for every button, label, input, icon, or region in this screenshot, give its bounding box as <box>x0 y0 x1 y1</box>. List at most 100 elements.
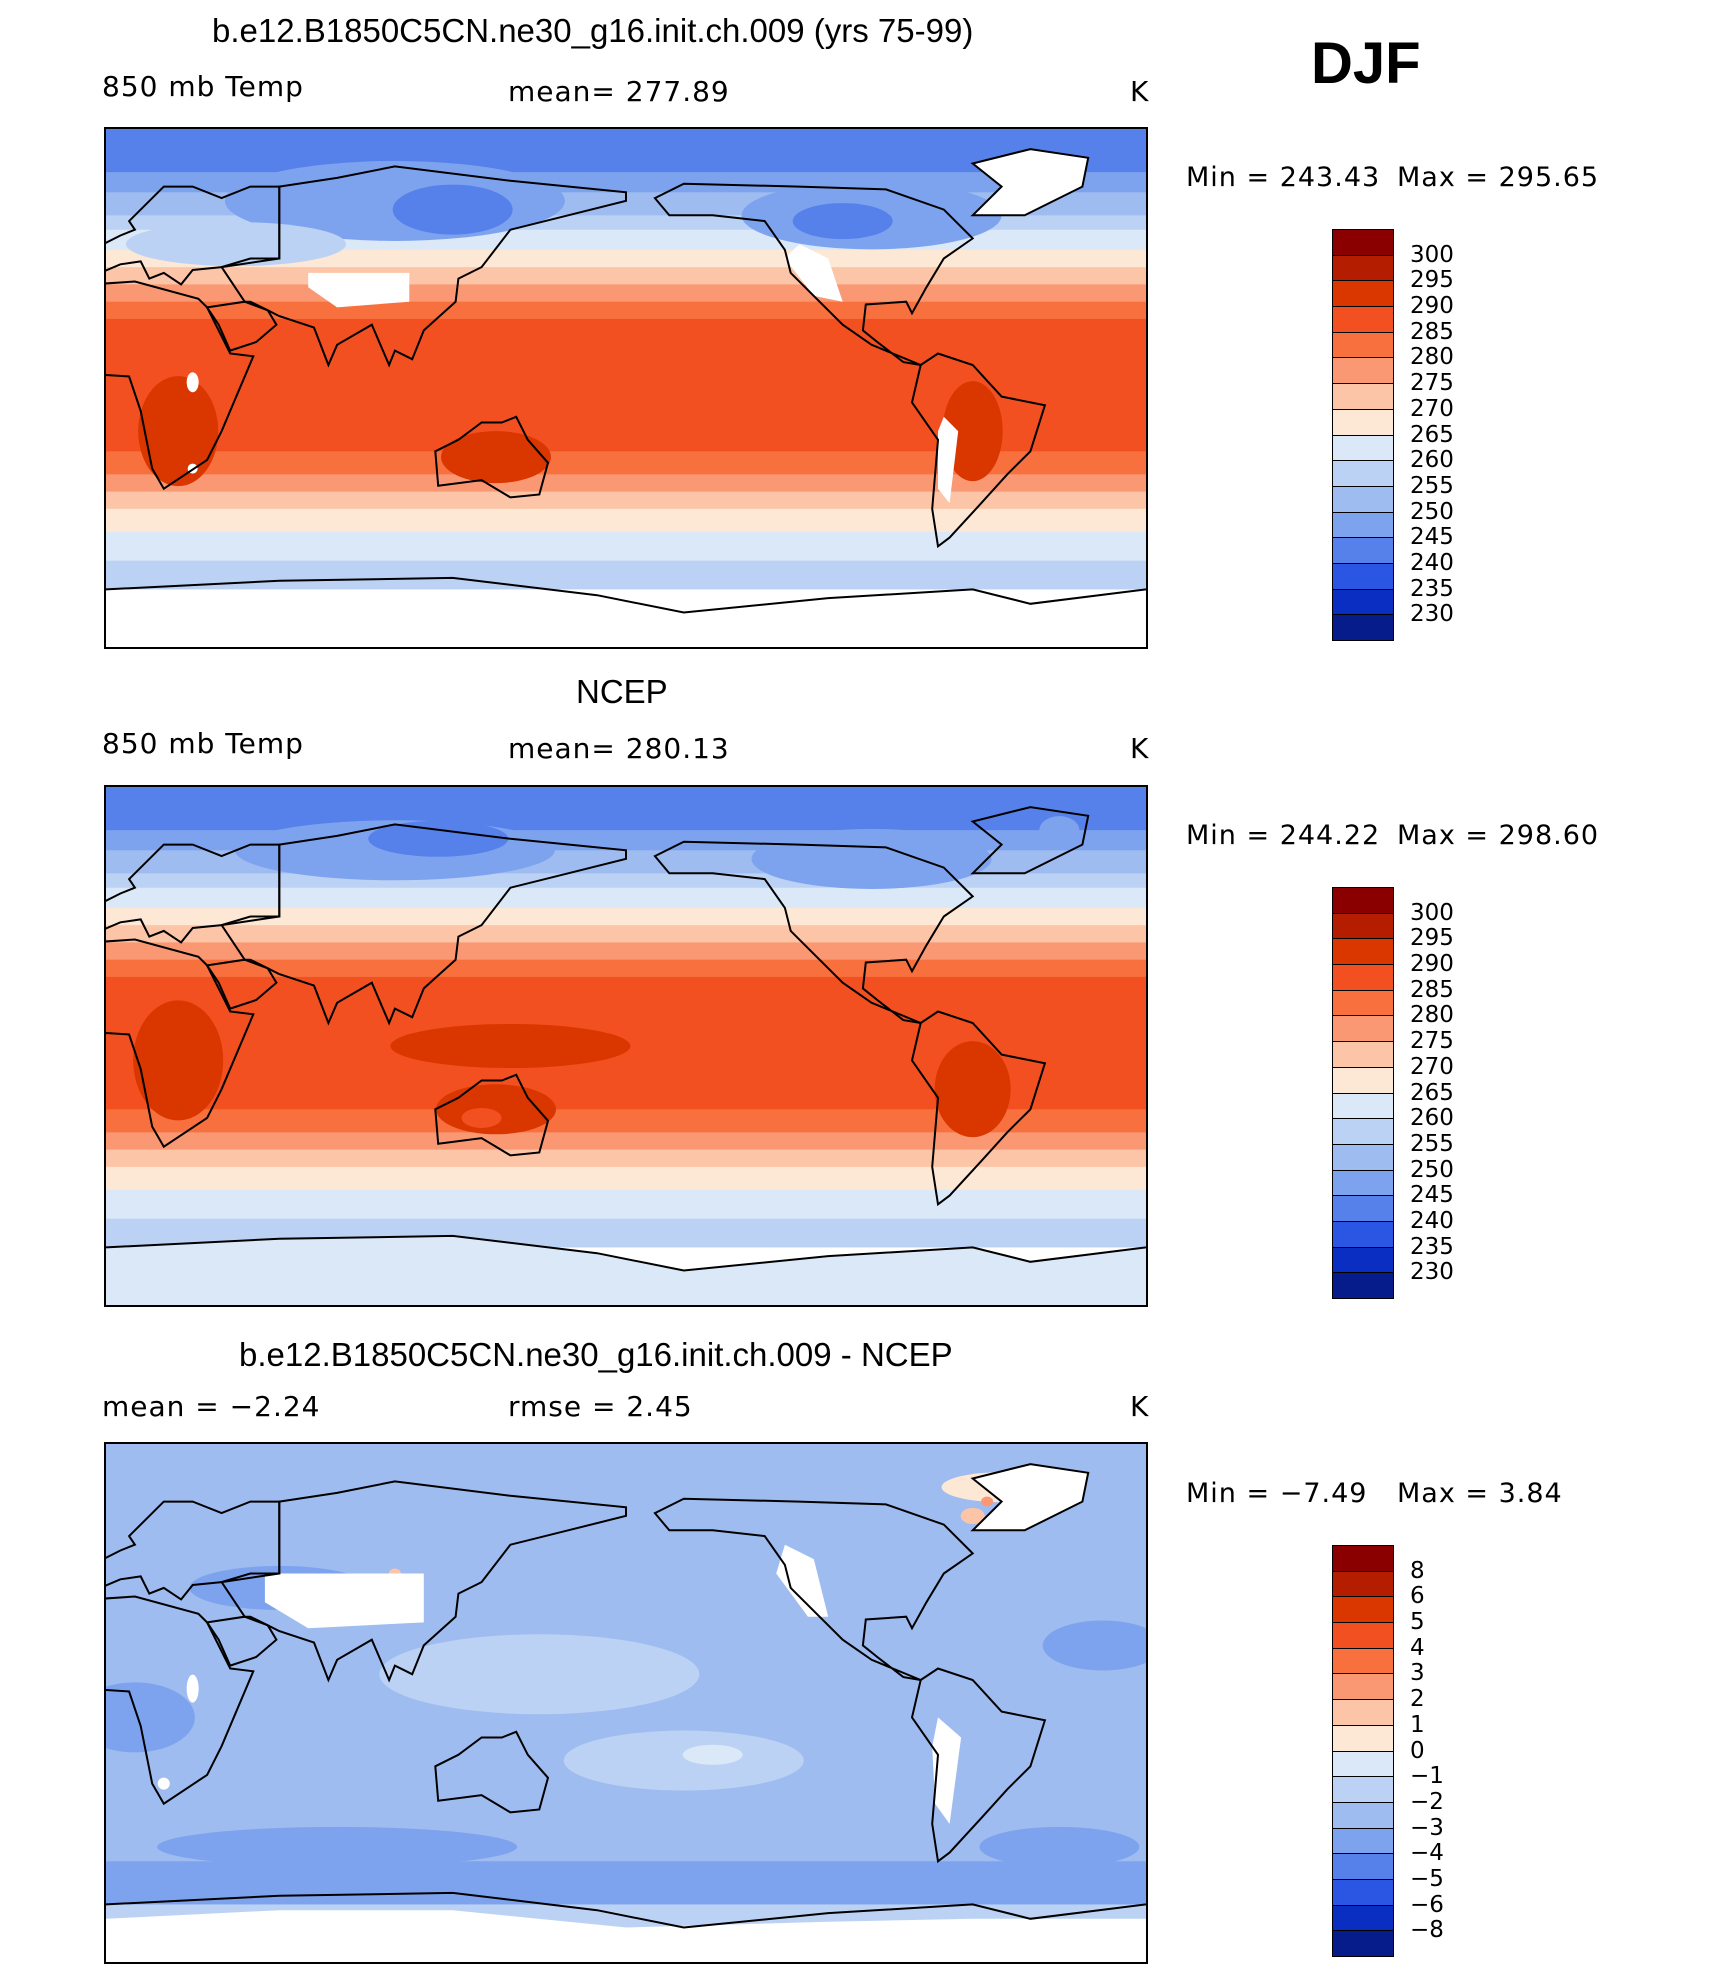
contour-region <box>368 820 509 857</box>
contour-region <box>563 1730 804 1791</box>
contour-band <box>106 887 1146 909</box>
coastline-arabia <box>205 1615 278 1667</box>
panel1-mean-label: mean= 277.89 <box>508 75 730 108</box>
masked-region <box>932 1717 962 1824</box>
coastline-samerica <box>910 352 1047 549</box>
contour-region <box>106 1682 195 1753</box>
colorbar-tick-label: 265 <box>1410 1079 1454 1106</box>
colorbar-swatch <box>1332 964 1394 991</box>
coastline-africa <box>106 1595 255 1806</box>
coastline-greenland <box>970 806 1090 875</box>
colorbar-tick-label: 280 <box>1410 1002 1454 1029</box>
panel3-units: K <box>1130 1390 1150 1423</box>
masked-region <box>157 1777 170 1790</box>
colorbar-swatch <box>1332 1596 1394 1624</box>
colorbar-swatch <box>1332 357 1394 385</box>
colorbar-tick-label: 235 <box>1410 575 1454 602</box>
colorbar-swatch <box>1332 1220 1394 1248</box>
panel2-left-label: 850 mb Temp <box>102 727 304 760</box>
coastline-antarctica <box>106 1234 1146 1272</box>
colorbar-swatch <box>1332 1570 1394 1598</box>
colorbar-tick-label: 1 <box>1410 1711 1425 1738</box>
panel2-title: NCEP <box>576 673 668 710</box>
coastline-antarctica <box>106 1891 1146 1929</box>
masked-region <box>106 1910 1146 1962</box>
colorbar-tick-label: 275 <box>1410 1028 1454 1055</box>
colorbar-swatch <box>1332 1699 1394 1726</box>
colorbar-tick-label: 270 <box>1410 395 1454 422</box>
colorbar-tick-label: 230 <box>1410 1259 1454 1286</box>
colorbar-tick-label: 8 <box>1410 1557 1425 1584</box>
panel3-max: Max = 3.84 <box>1397 1478 1563 1509</box>
panel1-left-label: 850 mb Temp <box>102 70 304 103</box>
contour-region <box>138 376 219 487</box>
contour-region <box>157 1826 518 1867</box>
coastline-samerica <box>910 1010 1047 1207</box>
panel2-units: K <box>1130 732 1150 765</box>
panel3-rmse-label: rmse = 2.45 <box>508 1390 693 1423</box>
colorbar-swatch <box>1332 306 1394 333</box>
contour-band <box>106 873 1146 889</box>
coastline-namerica <box>653 840 975 1024</box>
panel1-map <box>104 127 1148 649</box>
contour-region <box>461 1107 502 1128</box>
colorbar-swatch <box>1332 254 1394 282</box>
colorbar-swatch <box>1332 588 1394 616</box>
colorbar-swatch <box>1332 1066 1394 1094</box>
coastline-australia <box>434 1073 550 1157</box>
colorbar-swatch <box>1332 1015 1394 1043</box>
colorbar-swatch <box>1332 1750 1394 1778</box>
colorbar-swatch <box>1332 562 1394 590</box>
colorbar-swatch <box>1332 1827 1394 1855</box>
colorbar-swatch <box>1332 383 1394 410</box>
colorbar-swatch <box>1332 229 1394 256</box>
colorbar-tick-label: 250 <box>1410 498 1454 525</box>
contour-band <box>106 959 1146 978</box>
colorbar-tick-label: −4 <box>1410 1840 1444 1867</box>
colorbar-tick-label: 240 <box>1410 1207 1454 1234</box>
colorbar-tick-label: 3 <box>1410 1660 1425 1687</box>
masked-region <box>776 1544 829 1617</box>
masked-region <box>264 1573 424 1629</box>
contour-band <box>106 1189 1146 1220</box>
colorbar-tick-label: 275 <box>1410 370 1454 397</box>
season-label: DJF <box>1311 31 1421 96</box>
colorbar-tick-label: 260 <box>1410 447 1454 474</box>
contour-region <box>682 1744 743 1765</box>
colorbar-swatch <box>1332 887 1394 914</box>
panel3-title: b.e12.B1850C5CN.ne30_g16.init.ch.009 - N… <box>239 1336 953 1373</box>
colorbar-swatch <box>1332 331 1394 359</box>
contour-band <box>106 301 1146 320</box>
contour-region <box>1042 1620 1146 1671</box>
contour-band <box>106 560 1146 591</box>
panel1-colorbar: 300 295 290 285 280 275 270 265 260 255 250 245 240 2… <box>1332 229 1454 641</box>
colorbar-swatch <box>1332 1169 1394 1197</box>
contour-region <box>942 381 1003 482</box>
colorbar-tick-label: −2 <box>1410 1788 1444 1815</box>
panel3-map <box>104 1442 1148 1964</box>
masked-region <box>938 416 959 504</box>
colorbar-swatch <box>1332 1904 1394 1932</box>
colorbar-swatch <box>1332 1545 1394 1572</box>
contour-band <box>106 267 1146 286</box>
contour-region <box>133 1000 224 1121</box>
colorbar-swatch <box>1332 1776 1394 1803</box>
contour-region <box>748 1668 909 1709</box>
colorbar-tick-label: 290 <box>1410 293 1454 320</box>
colorbar-swatch <box>1332 1246 1394 1274</box>
coastline-africa <box>106 280 255 491</box>
masked-region <box>186 372 199 393</box>
colorbar-swatch <box>1332 1272 1394 1299</box>
panel1-title: b.e12.B1850C5CN.ne30_g16.init.ch.009 (yr… <box>212 12 974 49</box>
colorbar-tick-label: 300 <box>1410 241 1454 268</box>
colorbar-tick-label: 240 <box>1410 549 1454 576</box>
colorbar-swatch <box>1332 1724 1394 1752</box>
colorbar-swatch <box>1332 1041 1394 1068</box>
contour-band <box>106 284 1146 303</box>
colorbar-swatch <box>1332 280 1394 308</box>
colorbar-tick-label: 245 <box>1410 524 1454 551</box>
contour-region <box>478 348 659 399</box>
contour-band <box>106 787 1146 832</box>
panel1-units: K <box>1130 75 1150 108</box>
colorbar-tick-label: −3 <box>1410 1814 1444 1841</box>
